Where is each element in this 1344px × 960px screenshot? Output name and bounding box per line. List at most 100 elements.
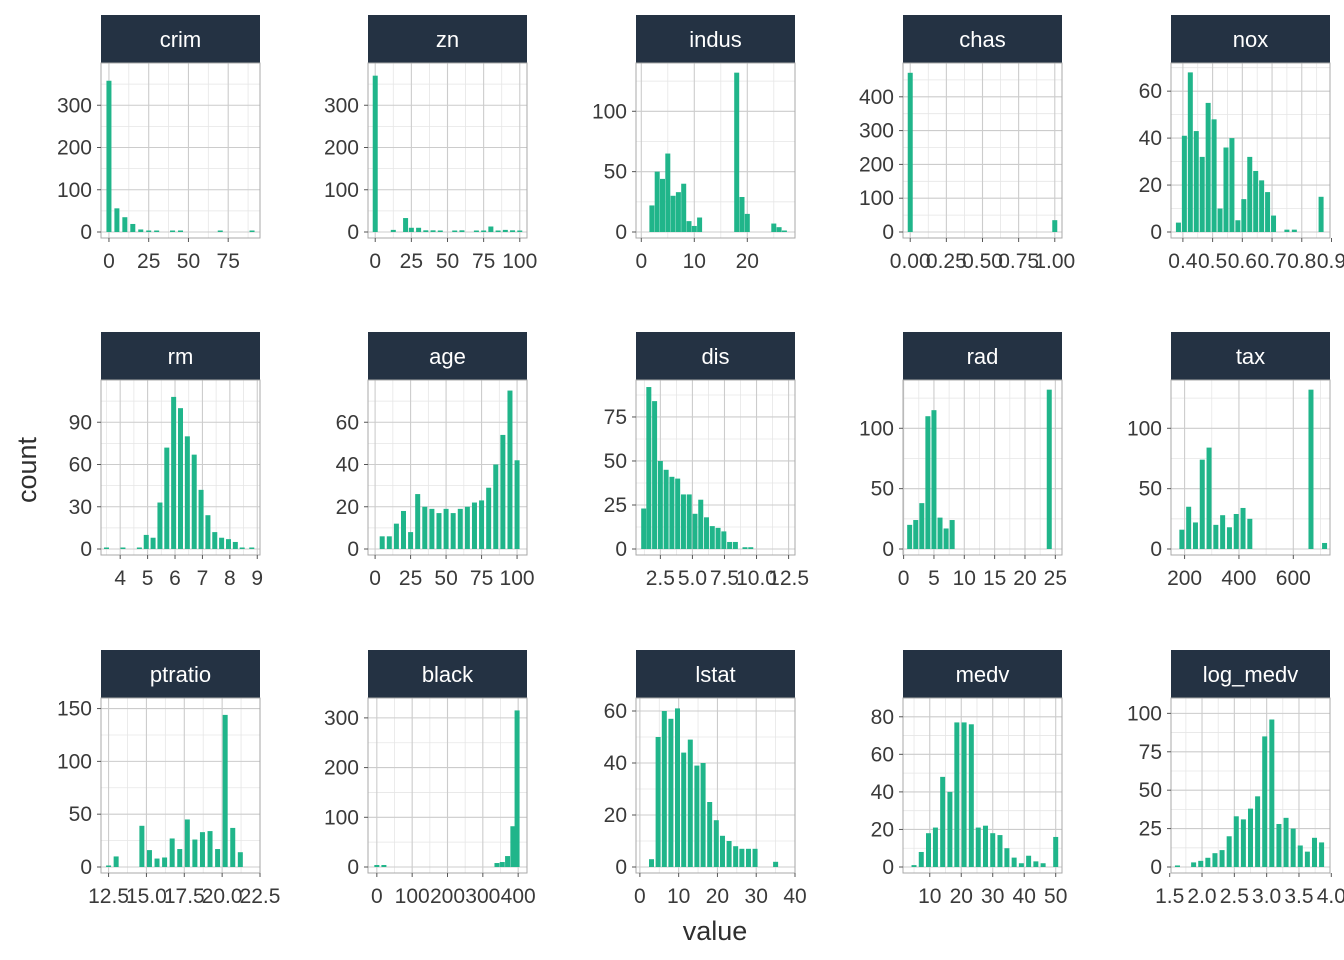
histogram-bar — [379, 536, 385, 549]
histogram-bar — [1223, 147, 1229, 232]
y-tick-label: 200 — [859, 153, 894, 176]
facet-title: tax — [1236, 344, 1265, 369]
histogram-bar — [1265, 192, 1271, 232]
x-tick-label: 10.0 — [736, 567, 777, 590]
histogram-bar — [408, 227, 414, 232]
x-tick-label: 2.5 — [646, 567, 675, 590]
facet-title: medv — [956, 662, 1010, 687]
histogram-bar — [386, 536, 392, 549]
histogram-bar — [649, 859, 655, 867]
histogram-bar — [1181, 135, 1187, 232]
histogram-bar — [170, 230, 176, 232]
histogram-bar — [1219, 850, 1225, 867]
facet-title: nox — [1233, 27, 1268, 52]
histogram-bar — [505, 856, 511, 867]
histogram-bar — [143, 534, 149, 549]
histogram-bar — [744, 213, 750, 232]
y-tick-label: 200 — [57, 137, 92, 160]
histogram-bar — [1290, 828, 1296, 867]
y-tick-label: 0 — [615, 221, 627, 244]
y-tick-label: 50 — [69, 803, 92, 826]
y-tick-label: 40 — [871, 781, 894, 804]
histogram-bar — [479, 500, 485, 549]
x-tick-label: 12.5 — [768, 567, 809, 590]
x-tick-label: 2.0 — [1187, 885, 1216, 908]
histogram-bar — [184, 436, 190, 549]
facet-title: chas — [959, 27, 1005, 52]
histogram-bar — [919, 503, 925, 549]
histogram-bar — [918, 851, 924, 867]
histogram-bar — [423, 230, 429, 232]
histogram-bar — [154, 230, 160, 232]
histogram-bar — [1259, 180, 1265, 232]
histogram-bar — [1206, 447, 1212, 549]
histogram-bar — [776, 227, 782, 232]
facet-title: black — [422, 662, 474, 687]
y-tick-label: 20 — [1139, 174, 1162, 197]
y-tick-label: 200 — [324, 137, 359, 160]
facet-strip — [101, 650, 260, 698]
x-tick-label: 0.9 — [1317, 250, 1344, 273]
y-tick-label: 0 — [347, 221, 359, 244]
y-tick-label: 400 — [859, 86, 894, 109]
y-tick-label: 0 — [615, 538, 627, 561]
y-tick-label: 60 — [336, 411, 359, 434]
histogram-bar — [660, 178, 665, 232]
y-tick-label: 60 — [69, 454, 92, 477]
y-tick-label: 50 — [1139, 779, 1162, 802]
y-tick-label: 0 — [80, 221, 92, 244]
facet-strip — [101, 15, 260, 63]
x-tick-label: 50 — [1044, 885, 1067, 908]
histogram-bar — [154, 858, 160, 867]
facet-strip — [903, 332, 1062, 380]
histogram-bar — [237, 852, 243, 867]
histogram-bar — [961, 722, 967, 867]
x-tick-label: 100 — [502, 250, 537, 273]
histogram-bar — [926, 833, 932, 867]
histogram-bar — [459, 230, 465, 232]
x-tick-label: 0.8 — [1287, 250, 1316, 273]
facet-panel-nox: nox 0 20 40 60 0.4 0.5 0.6 0.7 0.8 0.9 — [1139, 15, 1344, 273]
x-tick-label: 0.5 — [1198, 250, 1227, 273]
x-tick-label: 400 — [501, 885, 536, 908]
histogram-bar — [913, 520, 919, 549]
x-tick-label: 7.5 — [710, 567, 739, 590]
x-tick-label: 7 — [197, 567, 209, 590]
x-tick-label: 20.0 — [202, 885, 243, 908]
histogram-bar — [471, 502, 477, 549]
x-tick-label: 22.5 — [240, 885, 281, 908]
histogram-bar — [103, 547, 109, 549]
facet-title: dis — [701, 344, 729, 369]
histogram-bar — [1011, 857, 1017, 867]
histogram-bar — [698, 499, 704, 549]
x-tick-label: 25 — [1044, 567, 1067, 590]
histogram-bar — [473, 230, 479, 232]
histogram-bar — [1269, 719, 1275, 867]
y-tick-label: 90 — [69, 411, 92, 434]
x-tick-label: 10 — [667, 885, 690, 908]
histogram-bar — [205, 515, 211, 549]
histogram-bar — [932, 827, 938, 867]
y-tick-label: 300 — [57, 94, 92, 117]
histogram-bar — [709, 526, 715, 549]
histogram-bar — [1283, 817, 1289, 867]
panel-border — [100, 697, 261, 874]
histogram-bar — [1297, 845, 1303, 867]
histogram-bar — [727, 541, 733, 549]
histogram-bar — [1241, 199, 1247, 232]
facet-strip — [368, 15, 527, 63]
histogram-bar — [1262, 736, 1268, 867]
histogram-bar — [937, 517, 943, 549]
histogram-bar — [641, 508, 647, 549]
y-tick-label: 50 — [604, 450, 627, 473]
y-tick-label: 100 — [57, 750, 92, 773]
x-tick-label: 200 — [1167, 567, 1202, 590]
histogram-bar — [1174, 865, 1180, 867]
histogram-bar — [178, 408, 183, 549]
y-tick-label: 30 — [69, 496, 92, 519]
histogram-bar — [120, 547, 126, 549]
x-tick-label: 9 — [251, 567, 263, 590]
x-tick-label: 25 — [400, 250, 423, 273]
histogram-bar — [704, 517, 710, 549]
